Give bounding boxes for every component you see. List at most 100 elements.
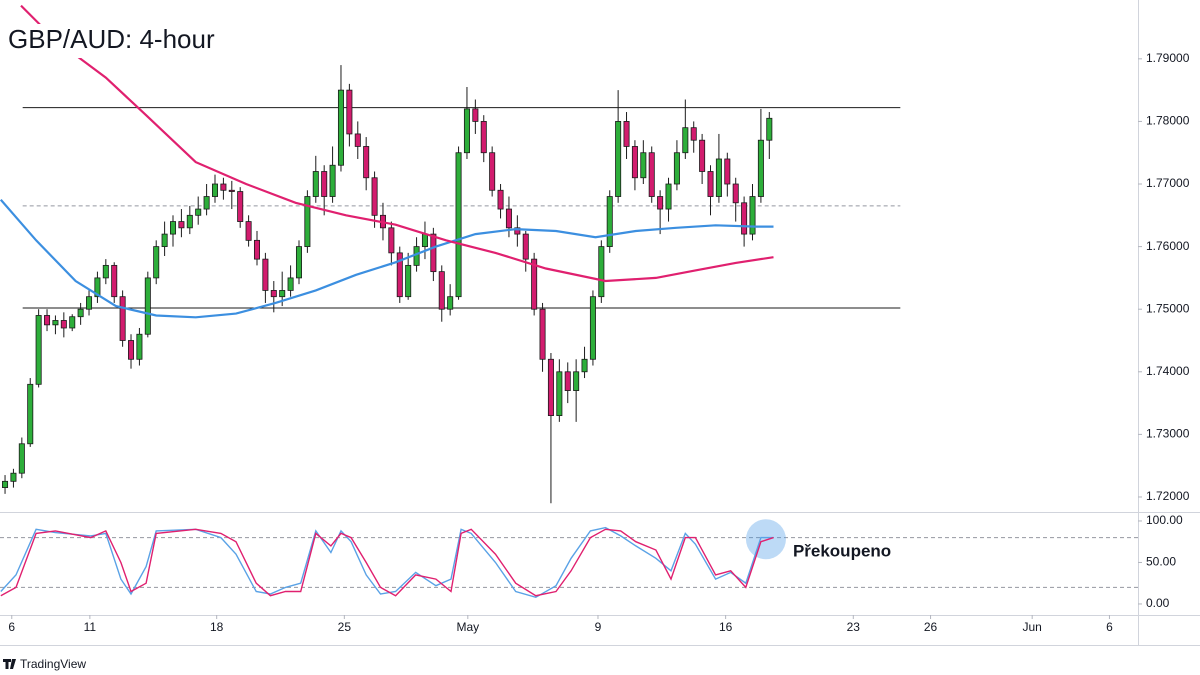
oscillator-line — [0, 526, 774, 599]
candle-body — [18, 443, 25, 474]
candle-body — [287, 277, 294, 291]
candle-body — [136, 333, 143, 360]
candle-body — [295, 246, 302, 279]
axes: 1.72000 1.73000 1.74000 1.75000 1.76000 1.770… — [0, 0, 1200, 646]
candle-body — [715, 158, 722, 197]
candle-body — [321, 171, 328, 197]
candle-body — [237, 191, 244, 222]
candle-body — [337, 89, 344, 166]
candle-body — [52, 320, 59, 326]
candle-body — [371, 177, 378, 216]
candle-body — [178, 221, 185, 229]
candle-body — [10, 472, 17, 482]
candle-body — [354, 133, 361, 147]
candle-body — [195, 208, 202, 216]
x-tick-label: 23 — [847, 620, 861, 634]
candle-body — [757, 139, 764, 197]
y-tick-label: 1.74000 — [1146, 364, 1190, 378]
candle-body — [522, 233, 529, 260]
y-tick-label: 1.72000 — [1146, 489, 1190, 503]
candle-body — [489, 152, 496, 191]
candle-body — [531, 258, 538, 310]
candle-body — [447, 296, 454, 310]
candle-body — [556, 371, 563, 417]
candle-body — [346, 89, 353, 135]
candle-body — [573, 371, 580, 391]
x-tick-label: 18 — [210, 620, 224, 634]
candle-body — [657, 196, 664, 210]
candle-body — [102, 264, 109, 279]
candle-body — [304, 196, 311, 248]
candle-body — [648, 152, 655, 197]
y-tick-label: 50.00 — [1146, 555, 1176, 569]
moving-average-line — [20, 4, 774, 283]
candle-body — [2, 480, 9, 488]
candle-body — [606, 196, 613, 248]
candle-body — [94, 277, 101, 298]
candle-body — [186, 214, 193, 229]
candle-body — [589, 296, 596, 360]
candle-body — [707, 171, 714, 197]
candle-body — [69, 316, 76, 329]
annotation-text: Překoupeno — [793, 542, 891, 561]
candle-body — [270, 290, 277, 298]
x-tick-label: 6 — [1106, 620, 1113, 634]
candle-body — [766, 117, 773, 141]
x-tick-label: 11 — [84, 620, 97, 634]
oscillator-line — [0, 528, 774, 597]
candle-body — [438, 271, 445, 310]
candle-body — [329, 164, 336, 197]
y-tick-label: 1.79000 — [1146, 51, 1190, 65]
candle-body — [170, 221, 177, 235]
y-tick-label: 100.00 — [1146, 513, 1183, 527]
candle-body — [279, 290, 286, 298]
x-tick-label: 6 — [8, 620, 15, 634]
moving-average-line — [0, 198, 774, 319]
oscillator-panel — [0, 519, 1138, 599]
title-backdrop — [4, 24, 194, 58]
x-tick-label: 25 — [338, 620, 352, 634]
candle-body — [77, 308, 84, 318]
candle-body — [86, 296, 93, 310]
candle-body — [615, 121, 622, 197]
candle-body — [253, 239, 260, 260]
y-tick-label: 1.76000 — [1146, 239, 1190, 253]
candle-body — [35, 315, 42, 385]
candle-body — [405, 264, 412, 298]
candle-body — [690, 127, 697, 141]
price-panel — [0, 4, 901, 504]
y-tick-label: 1.77000 — [1146, 176, 1190, 190]
candle-body — [245, 221, 252, 241]
candle-body — [144, 277, 151, 335]
candle-body — [455, 152, 462, 298]
candle-body — [741, 202, 748, 235]
candle-body — [153, 246, 160, 279]
x-tick-label: May — [456, 620, 479, 634]
candle-body — [388, 227, 395, 254]
candle-body — [203, 196, 210, 210]
candle-body — [640, 152, 647, 179]
candle-body — [749, 196, 756, 235]
y-tick-label: 1.75000 — [1146, 301, 1190, 315]
candle-body — [119, 296, 126, 341]
candle-body — [673, 152, 680, 185]
candle-body — [396, 252, 403, 298]
candle-body — [631, 146, 638, 179]
candle-body — [665, 183, 672, 210]
candle-body — [60, 320, 67, 329]
candle-body — [421, 233, 428, 248]
candle-body — [480, 121, 487, 154]
candle-body — [211, 183, 219, 197]
candle-body — [682, 127, 689, 154]
x-tick-label: 16 — [719, 620, 733, 634]
candle-body — [128, 340, 135, 360]
brand-name: TradingView — [20, 657, 86, 671]
candle-body — [262, 258, 269, 291]
candle-body — [44, 315, 51, 326]
candle-body — [623, 121, 630, 147]
x-tick-label: Jun — [1022, 620, 1041, 634]
candle-body — [699, 139, 706, 172]
candle-body — [228, 189, 235, 192]
logo-icon — [3, 659, 16, 669]
